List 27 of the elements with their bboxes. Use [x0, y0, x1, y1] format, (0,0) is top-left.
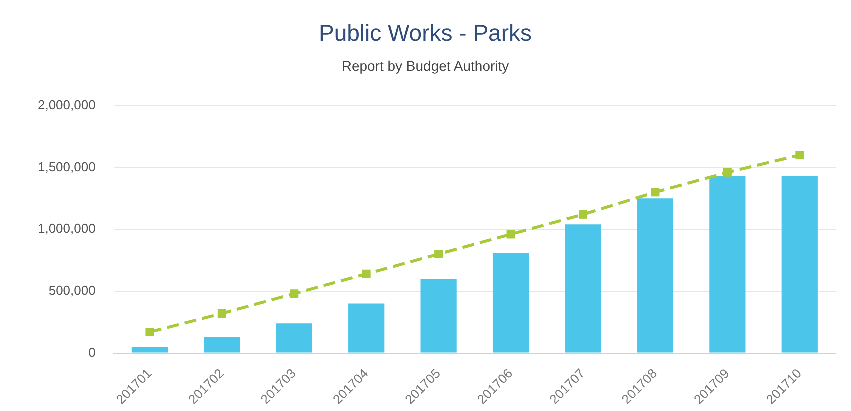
bar: [132, 347, 168, 353]
bar: [276, 324, 312, 353]
bar: [710, 176, 746, 353]
y-tick-label: 1,000,000: [38, 221, 96, 236]
point: [506, 230, 516, 239]
point: [218, 309, 226, 318]
point: [290, 290, 299, 298]
bar: [782, 176, 818, 353]
y-tick-label: 2,000,000: [38, 97, 96, 112]
y-tick-label: 1,500,000: [38, 159, 96, 174]
bar: [348, 304, 385, 353]
bar: [565, 224, 602, 353]
point: [651, 188, 660, 197]
point: [723, 168, 732, 177]
point: [579, 210, 588, 219]
bar: [420, 279, 457, 353]
bar: [637, 198, 674, 353]
chart-subtitle: Report by Budget Authority: [340, 58, 510, 74]
point: [434, 250, 444, 259]
bar: [492, 253, 530, 353]
point: [146, 328, 154, 336]
chart-title: Public Works - Parks: [318, 20, 533, 47]
y-tick-label: 0: [88, 344, 96, 360]
y-tick-label: 500,000: [48, 283, 96, 298]
point: [362, 270, 371, 278]
point: [796, 151, 804, 160]
bar: [204, 337, 240, 353]
